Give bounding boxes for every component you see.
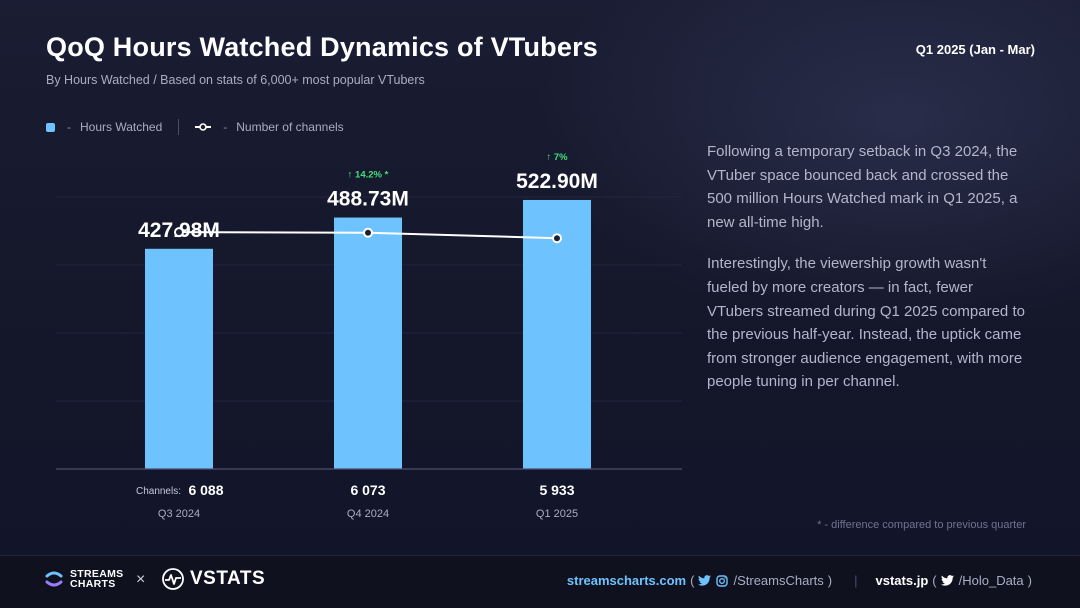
chart-legend: - Hours Watched - Number of channels: [46, 119, 344, 135]
channels-point-1: [174, 227, 184, 238]
legend-hours-label: Hours Watched: [80, 120, 163, 134]
legend-dash: -: [223, 120, 228, 134]
bar-value-label: 522.90M: [516, 170, 598, 193]
commentary: Following a temporary setback in Q3 2024…: [707, 140, 1027, 412]
page-title: QoQ Hours Watched Dynamics of VTubers: [46, 32, 598, 62]
legend-dash: -: [67, 120, 71, 134]
twitter-icon[interactable]: [698, 575, 712, 586]
streams-charts-wordmark: STREAMS CHARTS: [70, 568, 124, 590]
brand-line-1: STREAMS: [70, 568, 124, 580]
bar-3: [523, 199, 591, 469]
commentary-paragraph-2: Interestingly, the viewership growth was…: [707, 255, 1025, 391]
footer-divider: |: [854, 573, 858, 588]
streamscharts-handle[interactable]: /StreamsCharts: [733, 573, 824, 588]
footer-links: streamscharts.com ( /StreamsCharts ) | v…: [567, 573, 1036, 588]
hours-watched-chart: 427.98M488.73M↑ 14.2% *522.90M↑ 7%6 088Q…: [56, 152, 682, 520]
footnote: * - difference compared to previous quar…: [817, 519, 1026, 531]
instagram-icon[interactable]: [716, 574, 729, 587]
change-label: ↑ 14.2% *: [348, 170, 389, 181]
x-tick-label: Q4 2024: [347, 508, 389, 520]
change-label: ↑ 7%: [546, 152, 568, 163]
streamscharts-link[interactable]: streamscharts.com: [566, 573, 687, 588]
channels-point-2: [363, 227, 373, 238]
footer: STREAMS CHARTS × VSTATS streamscharts.co…: [0, 555, 1080, 608]
paren-open: (: [690, 573, 695, 588]
vstats-handle[interactable]: /Holo_Data: [958, 573, 1024, 588]
page-subtitle: By Hours Watched / Based on stats of 6,0…: [46, 73, 425, 87]
period-label: Q1 2025 (Jan - Mar): [915, 42, 1035, 57]
bar-value-label: 488.73M: [327, 188, 409, 211]
brand-line-2: CHARTS: [70, 578, 116, 590]
x-tick-label: Q1 2025: [536, 508, 578, 520]
channels-point-3: [552, 233, 562, 244]
channels-count-label: 6 073: [350, 482, 385, 498]
vstats-pulse-icon: [162, 568, 184, 590]
channels-count-label: 6 088: [188, 482, 223, 498]
legend-divider: [178, 119, 180, 135]
legend-line-marker-icon: [195, 123, 212, 131]
twitter-icon[interactable]: [940, 575, 954, 586]
collab-times: ×: [136, 571, 146, 588]
streams-charts-icon: [45, 571, 63, 587]
legend-channels-label: Number of channels: [236, 120, 344, 134]
vstats-wordmark: VSTATS: [190, 568, 266, 589]
vstats-logo: VSTATS: [162, 568, 265, 590]
channels-count-label: 5 933: [539, 482, 574, 498]
streams-charts-logo: STREAMS CHARTS: [44, 569, 123, 589]
x-tick-label: Q3 2024: [158, 508, 200, 520]
paren-close: ): [1027, 573, 1032, 588]
commentary-paragraph-1: Following a temporary setback in Q3 2024…: [707, 143, 1018, 231]
bar-1: [145, 248, 213, 469]
paren-open: (: [932, 573, 937, 588]
vstats-link[interactable]: vstats.jp: [875, 573, 929, 588]
legend-bar-swatch: [46, 122, 55, 132]
channels-prefix-label: Channels:: [136, 486, 181, 497]
bar-2: [334, 217, 402, 469]
paren-close: ): [827, 573, 833, 588]
